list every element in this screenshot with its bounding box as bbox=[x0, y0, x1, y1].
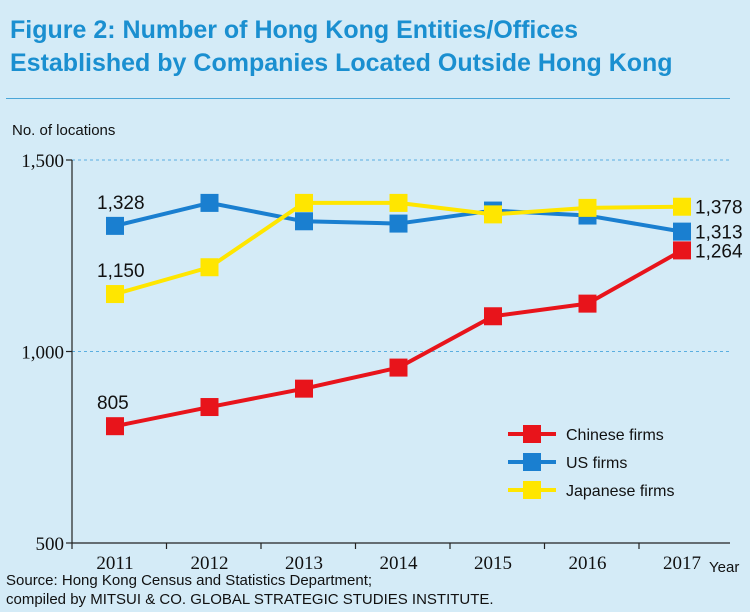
data-point bbox=[200, 258, 219, 277]
data-label: 1,313 bbox=[695, 223, 743, 244]
x-tick-label: 2015 bbox=[474, 553, 512, 574]
x-tick-label: 2014 bbox=[380, 553, 419, 574]
data-point bbox=[673, 222, 691, 241]
data-point bbox=[673, 197, 691, 216]
y-tick-label: 1,000 bbox=[21, 343, 64, 364]
legend-marker bbox=[523, 425, 541, 443]
x-tick-label: 2012 bbox=[191, 553, 229, 574]
x-tick-label: 2011 bbox=[96, 553, 133, 574]
data-point bbox=[389, 214, 408, 233]
data-label: 1,150 bbox=[97, 261, 145, 282]
data-label: 805 bbox=[97, 393, 129, 414]
y-tick-label: 1,500 bbox=[21, 151, 64, 172]
source-note: Source: Hong Kong Census and Statistics … bbox=[6, 571, 746, 609]
data-point bbox=[673, 241, 691, 260]
data-point bbox=[295, 379, 313, 398]
data-point bbox=[389, 358, 408, 377]
source-line-1: Source: Hong Kong Census and Statistics … bbox=[6, 572, 373, 589]
data-point bbox=[484, 205, 502, 224]
title-divider bbox=[6, 98, 730, 99]
x-axis-label: Year bbox=[709, 559, 739, 576]
legend-marker bbox=[523, 481, 541, 499]
legend-label: Chinese firms bbox=[566, 427, 664, 444]
source-line-2: compiled by MITSUI & CO. GLOBAL STRATEGI… bbox=[6, 591, 494, 608]
data-point bbox=[578, 294, 597, 313]
data-point bbox=[389, 193, 408, 212]
x-tick-label: 2017 bbox=[663, 553, 701, 574]
x-tick-label: 2013 bbox=[285, 553, 323, 574]
data-point bbox=[106, 216, 124, 235]
data-point bbox=[295, 193, 313, 212]
legend-marker bbox=[523, 453, 541, 471]
data-point bbox=[484, 307, 502, 326]
data-point bbox=[578, 198, 597, 217]
data-point bbox=[106, 285, 124, 304]
x-tick-label: 2016 bbox=[569, 553, 607, 574]
data-point bbox=[106, 417, 124, 436]
y-tick-label: 500 bbox=[36, 534, 65, 555]
y-axis-label: No. of locations bbox=[12, 122, 115, 139]
data-label: 1,328 bbox=[97, 193, 145, 214]
data-point bbox=[200, 193, 219, 212]
series-line bbox=[114, 248, 683, 429]
data-label: 1,378 bbox=[695, 198, 743, 219]
data-point bbox=[200, 398, 219, 417]
chart-title-line-2: Established by Companies Located Outside… bbox=[10, 49, 673, 77]
legend-label: US firms bbox=[566, 455, 627, 472]
chart-title: Figure 2: Number of Hong Kong Entities/O… bbox=[10, 14, 740, 80]
chart-title-line-1: Figure 2: Number of Hong Kong Entities/O… bbox=[10, 16, 579, 44]
data-point bbox=[295, 212, 313, 231]
legend-label: Japanese firms bbox=[566, 483, 675, 500]
data-label: 1,264 bbox=[695, 241, 743, 262]
